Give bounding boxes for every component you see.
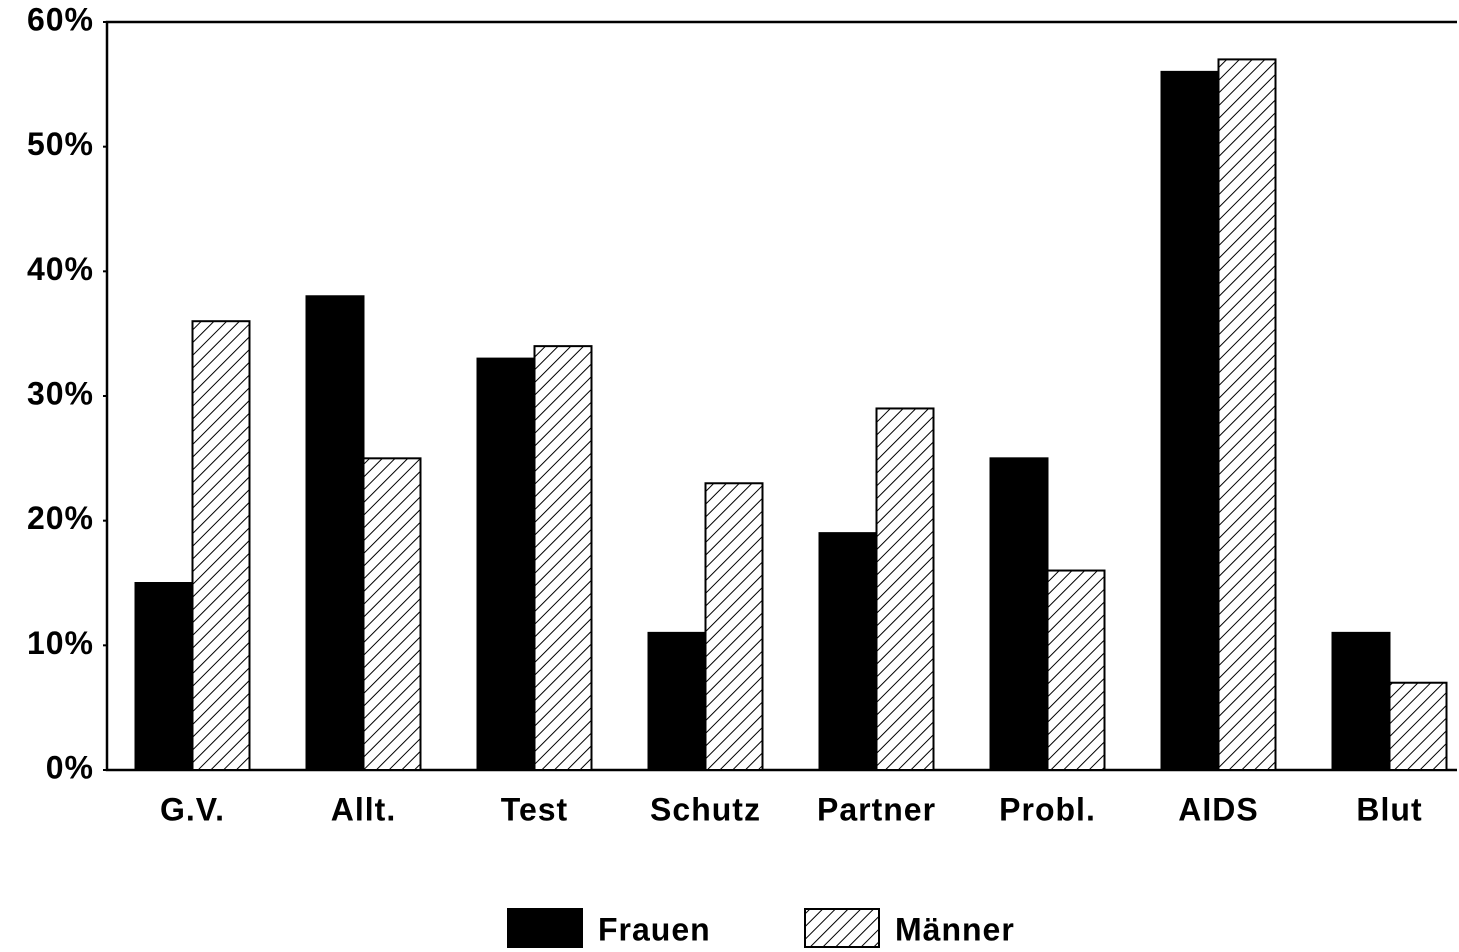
y-tick-label: 30%: [27, 375, 94, 411]
x-tick-label: Blut: [1356, 791, 1422, 827]
bar: [1217, 58, 1277, 771]
x-tick-label: G.V.: [160, 791, 225, 827]
bar: [362, 457, 422, 771]
bar: [704, 482, 764, 771]
x-tick-label: Partner: [817, 791, 936, 827]
x-tick-label: Test: [501, 791, 568, 827]
bar: [647, 631, 707, 771]
legend-label: Frauen: [598, 911, 711, 947]
legend-swatch: [507, 908, 583, 948]
bar: [1388, 681, 1448, 772]
bar: [305, 295, 365, 771]
x-tick-label: Probl.: [999, 791, 1096, 827]
bar: [533, 345, 593, 771]
legend-label: Männer: [895, 911, 1015, 947]
bar: [989, 457, 1049, 771]
bar: [1160, 70, 1220, 772]
bar: [476, 357, 536, 771]
bar: [134, 582, 194, 771]
y-tick-label: 20%: [27, 500, 94, 536]
y-tick-label: 0%: [46, 749, 94, 785]
y-tick-label: 10%: [27, 625, 94, 661]
bar: [818, 532, 878, 772]
legend-swatch: [804, 908, 880, 948]
x-tick-label: AIDS: [1178, 791, 1258, 827]
bar: [875, 407, 935, 771]
y-tick-label: 60%: [27, 1, 94, 37]
x-tick-label: Schutz: [650, 791, 761, 827]
y-tick-label: 50%: [27, 126, 94, 162]
bar: [1331, 631, 1391, 771]
bar: [191, 320, 251, 771]
y-tick-label: 40%: [27, 251, 94, 287]
bar: [1046, 569, 1106, 771]
x-tick-label: Allt.: [331, 791, 396, 827]
